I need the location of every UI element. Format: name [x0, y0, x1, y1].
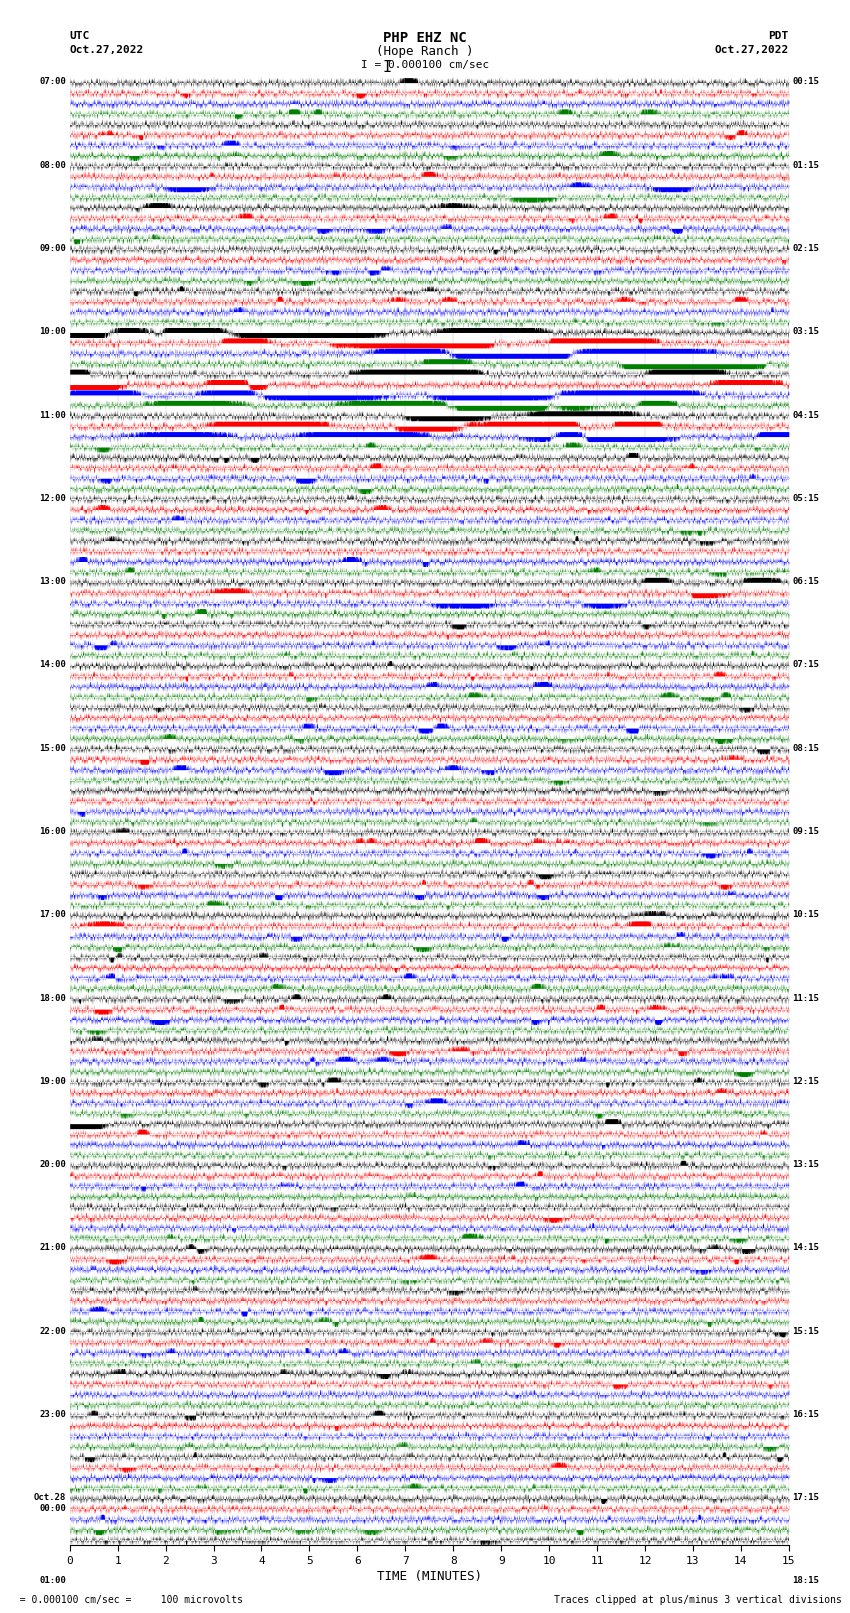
Text: 06:15: 06:15: [792, 577, 819, 586]
Text: I: I: [382, 60, 391, 74]
Text: 18:15: 18:15: [792, 1576, 819, 1586]
Text: 07:15: 07:15: [792, 660, 819, 669]
Text: PHP EHZ NC: PHP EHZ NC: [383, 31, 467, 45]
Text: (Hope Ranch ): (Hope Ranch ): [377, 45, 473, 58]
Text: 13:15: 13:15: [792, 1160, 819, 1169]
Text: 02:15: 02:15: [792, 244, 819, 253]
Text: 11:00: 11:00: [39, 411, 66, 419]
Text: Oct.27,2022: Oct.27,2022: [715, 45, 789, 55]
Text: 09:00: 09:00: [39, 244, 66, 253]
Text: 20:00: 20:00: [39, 1160, 66, 1169]
Text: 22:00: 22:00: [39, 1326, 66, 1336]
Text: 13:00: 13:00: [39, 577, 66, 586]
Text: Oct.28
00:00: Oct.28 00:00: [34, 1494, 66, 1513]
Text: 10:00: 10:00: [39, 327, 66, 336]
Text: 01:00: 01:00: [39, 1576, 66, 1586]
Text: = 0.000100 cm/sec =     100 microvolts: = 0.000100 cm/sec = 100 microvolts: [8, 1595, 243, 1605]
Text: PDT: PDT: [768, 31, 789, 40]
Text: 08:15: 08:15: [792, 744, 819, 753]
Text: 17:00: 17:00: [39, 910, 66, 919]
Text: 03:15: 03:15: [792, 327, 819, 336]
Text: 15:15: 15:15: [792, 1326, 819, 1336]
Text: 08:00: 08:00: [39, 161, 66, 169]
Text: 10:15: 10:15: [792, 910, 819, 919]
Text: 05:15: 05:15: [792, 494, 819, 503]
Text: 00:15: 00:15: [792, 77, 819, 87]
Text: 23:00: 23:00: [39, 1410, 66, 1419]
Text: I = 0.000100 cm/sec: I = 0.000100 cm/sec: [361, 60, 489, 69]
Text: 11:15: 11:15: [792, 994, 819, 1003]
Text: Oct.27,2022: Oct.27,2022: [70, 45, 144, 55]
Text: 15:00: 15:00: [39, 744, 66, 753]
Text: 16:15: 16:15: [792, 1410, 819, 1419]
Text: 14:15: 14:15: [792, 1244, 819, 1252]
Text: 14:00: 14:00: [39, 660, 66, 669]
Text: UTC: UTC: [70, 31, 90, 40]
Text: 01:15: 01:15: [792, 161, 819, 169]
Text: 09:15: 09:15: [792, 827, 819, 836]
Text: 07:00: 07:00: [39, 77, 66, 87]
Text: 17:15: 17:15: [792, 1494, 819, 1502]
X-axis label: TIME (MINUTES): TIME (MINUTES): [377, 1569, 482, 1582]
Text: 16:00: 16:00: [39, 827, 66, 836]
Text: 18:00: 18:00: [39, 994, 66, 1003]
Text: 21:00: 21:00: [39, 1244, 66, 1252]
Text: 19:00: 19:00: [39, 1077, 66, 1086]
Text: 12:15: 12:15: [792, 1077, 819, 1086]
Text: 12:00: 12:00: [39, 494, 66, 503]
Text: Traces clipped at plus/minus 3 vertical divisions: Traces clipped at plus/minus 3 vertical …: [553, 1595, 842, 1605]
Text: 04:15: 04:15: [792, 411, 819, 419]
